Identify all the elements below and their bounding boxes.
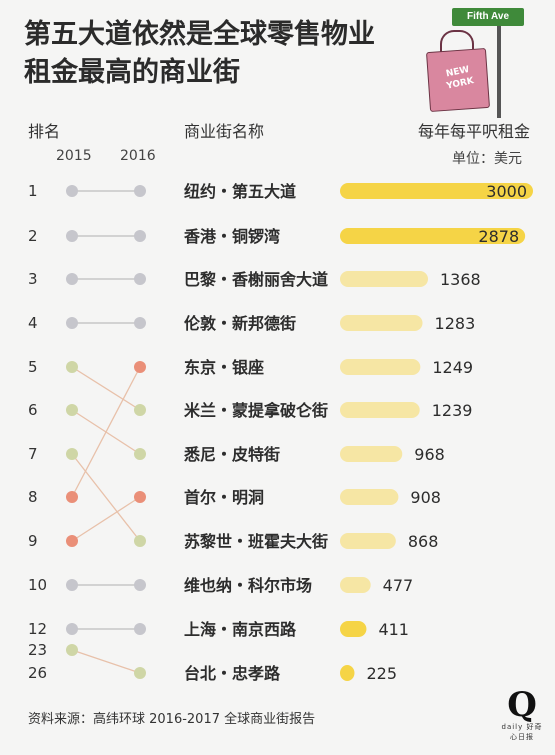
rank-2015-dot	[66, 273, 78, 285]
rank-2016-dot	[134, 579, 146, 591]
logo-text: daily 好奇心日报	[500, 722, 544, 742]
rank-label: 2	[28, 227, 38, 245]
bar	[340, 271, 428, 287]
rank-label: 26	[28, 664, 47, 682]
bar	[340, 621, 366, 637]
category-label: 悉尼・皮特街	[183, 445, 280, 464]
rank-2015-dot	[66, 404, 78, 416]
bar	[340, 402, 420, 418]
data-label: 3000	[486, 182, 527, 201]
rank-2015-dot	[66, 317, 78, 329]
category-label: 苏黎世・班霍夫大街	[184, 532, 328, 551]
bar	[340, 577, 371, 593]
rank-2016-dot	[134, 185, 146, 197]
data-label: 1283	[435, 314, 476, 333]
data-label: 411	[378, 620, 409, 639]
rank-label: 1	[28, 182, 38, 200]
data-label: 477	[383, 576, 414, 595]
rank-2016-dot	[134, 535, 146, 547]
rank-2015-dot	[66, 230, 78, 242]
category-label: 首尔・明洞	[184, 488, 264, 507]
rank-2016-dot	[134, 230, 146, 242]
data-label: 2878	[478, 227, 519, 246]
category-label: 台北・忠孝路	[184, 664, 281, 683]
category-label: 东京・银座	[184, 358, 264, 377]
rank-2015-dot	[66, 448, 78, 460]
rank-2015-dot	[66, 644, 78, 656]
category-label: 上海・南京西路	[184, 620, 297, 639]
bar	[340, 359, 420, 375]
rank-2016-dot	[134, 667, 146, 679]
rank-label: 8	[28, 488, 38, 506]
rank-2015-dot	[66, 623, 78, 635]
data-label: 968	[414, 445, 445, 464]
rank-2015-dot	[66, 579, 78, 591]
data-label: 868	[408, 532, 439, 551]
rank-connector	[72, 497, 140, 541]
category-label: 伦敦・新邦德街	[184, 314, 296, 333]
rank-connector	[72, 367, 140, 410]
rank-2016-dot	[134, 404, 146, 416]
category-label: 米兰・蒙提拿破仑街	[184, 401, 328, 420]
rank-2015-dot	[66, 535, 78, 547]
rank-2016-dot	[134, 361, 146, 373]
data-label: 1239	[432, 401, 473, 420]
rank-connector	[72, 650, 140, 673]
source-note: 资料来源：高纬环球 2016-2017 全球商业街报告	[28, 708, 315, 727]
rank-2015-dot	[66, 361, 78, 373]
category-label: 巴黎・香榭丽舍大道	[184, 270, 328, 289]
logo-letter: Q	[500, 688, 544, 722]
rank-2015-dot	[66, 491, 78, 503]
rank-label: 3	[28, 270, 38, 288]
rank-2015-dot	[66, 185, 78, 197]
rank-label: 5	[28, 358, 38, 376]
rank-2016-dot	[134, 448, 146, 460]
rank-label: 4	[28, 314, 38, 332]
rank-label: 23	[28, 641, 47, 659]
bar	[340, 665, 354, 681]
rank-2016-dot	[134, 623, 146, 635]
rank-connector	[72, 410, 140, 454]
bar	[340, 489, 398, 505]
rank-label: 10	[28, 576, 47, 594]
category-label: 纽约・第五大道	[184, 182, 296, 201]
qdaily-logo: Q daily 好奇心日报	[500, 688, 544, 742]
rank-connector	[72, 454, 140, 541]
rank-label: 9	[28, 532, 38, 550]
rank-2016-dot	[134, 317, 146, 329]
bar	[340, 446, 402, 462]
bar	[340, 533, 396, 549]
category-label: 维也纳・科尔市场	[184, 576, 312, 595]
rank-label: 7	[28, 445, 38, 463]
data-label: 225	[366, 664, 397, 683]
category-label: 香港・铜锣湾	[183, 227, 280, 246]
rank-2016-dot	[134, 491, 146, 503]
rank-label: 12	[28, 620, 47, 638]
rank-2016-dot	[134, 273, 146, 285]
data-label: 1249	[432, 358, 473, 377]
data-label: 1368	[440, 270, 481, 289]
bar	[340, 315, 423, 331]
rank-label: 6	[28, 401, 38, 419]
data-label: 908	[410, 488, 441, 507]
